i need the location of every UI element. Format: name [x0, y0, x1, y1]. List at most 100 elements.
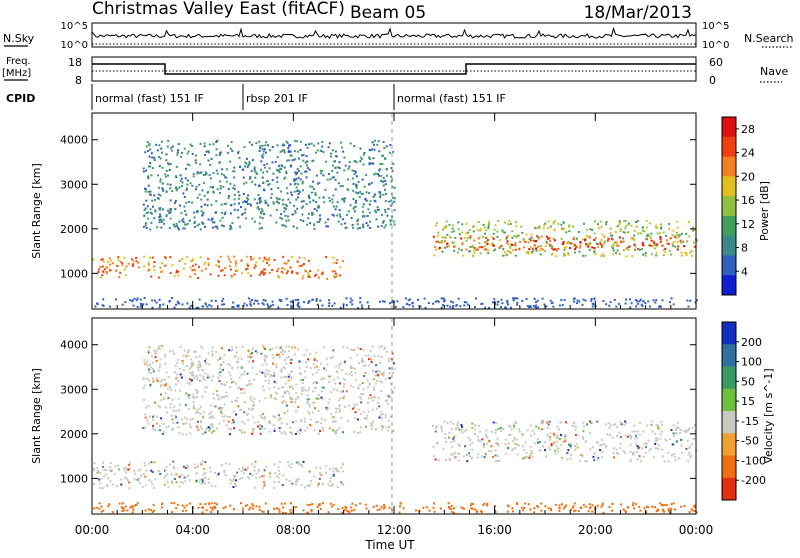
heatmap-cell: [181, 359, 184, 362]
heatmap-cell: [574, 445, 577, 447]
heatmap-cell: [615, 244, 618, 247]
heatmap-cell: [366, 224, 369, 227]
heatmap-cell: [494, 511, 497, 514]
nsky-label: N.Sky: [3, 32, 35, 45]
heatmap-cell: [662, 231, 665, 234]
heatmap-cell: [552, 222, 555, 225]
heatmap-cell: [267, 370, 270, 373]
heatmap-cell: [501, 427, 504, 430]
heatmap-cell: [552, 237, 555, 240]
heatmap-cell: [160, 226, 163, 229]
heatmap-cell: [262, 303, 265, 306]
heatmap-cell: [199, 345, 202, 348]
heatmap-cell: [388, 426, 391, 429]
heatmap-cell: [557, 223, 560, 225]
heatmap-cell: [229, 228, 231, 231]
heatmap-cell: [204, 431, 207, 434]
heatmap-cell: [246, 384, 249, 387]
heatmap-cell: [523, 449, 526, 452]
heatmap-cell: [385, 193, 387, 196]
heatmap-cell: [371, 345, 374, 348]
heatmap-cell: [210, 410, 213, 413]
heatmap-cell: [266, 373, 269, 376]
heatmap-cell: [610, 245, 613, 248]
heatmap-cell: [220, 173, 223, 176]
heatmap-cell: [174, 199, 177, 202]
heatmap-cell: [280, 432, 283, 435]
heatmap-cell: [569, 444, 572, 447]
heatmap-cell: [525, 251, 528, 254]
heatmap-cell: [262, 150, 265, 153]
heatmap-cell: [504, 443, 507, 446]
heatmap-cell: [565, 246, 568, 249]
heatmap-cell: [247, 476, 250, 479]
heatmap-cell: [147, 211, 149, 214]
heatmap-cell: [253, 378, 256, 381]
heatmap-cell: [164, 353, 167, 356]
heatmap-cell: [582, 298, 585, 301]
heatmap-cell: [294, 171, 297, 174]
heatmap-cell: [579, 241, 582, 244]
heatmap-cell: [467, 436, 470, 439]
heatmap-cell: [509, 250, 511, 253]
heatmap-cell: [478, 246, 481, 249]
heatmap-cell: [533, 298, 536, 300]
heatmap-cell: [349, 204, 352, 207]
heatmap-cell: [682, 240, 685, 243]
heatmap-cell: [177, 302, 180, 304]
heatmap-cell: [444, 437, 447, 440]
heatmap-cell: [453, 456, 456, 459]
heatmap-cell: [127, 468, 130, 471]
heatmap-cell: [285, 170, 288, 173]
heatmap-cell: [676, 226, 679, 229]
heatmap-cell: [263, 469, 266, 472]
heatmap-cell: [150, 152, 153, 155]
heatmap-cell: [345, 372, 348, 375]
heatmap-cell: [163, 384, 166, 387]
heatmap-cell: [255, 173, 258, 175]
heatmap-cell: [355, 161, 358, 164]
heatmap-cell: [178, 432, 181, 435]
velocity-cells: [93, 344, 698, 514]
heatmap-cell: [639, 509, 642, 512]
heatmap-cell: [171, 428, 174, 431]
heatmap-cell: [219, 356, 222, 359]
heatmap-cell: [169, 463, 171, 466]
heatmap-cell: [215, 200, 218, 203]
heatmap-cell: [233, 508, 235, 511]
heatmap-cell: [174, 364, 177, 367]
heatmap-cell: [291, 270, 294, 273]
heatmap-cell: [336, 389, 339, 392]
heatmap-cell: [581, 455, 584, 458]
heatmap-cell: [525, 297, 528, 300]
heatmap-cell: [297, 396, 299, 399]
heatmap-cell: [608, 506, 611, 508]
heatmap-cell: [172, 223, 175, 226]
heatmap-cell: [473, 306, 476, 308]
heatmap-cell: [544, 222, 547, 225]
heatmap-cell: [207, 481, 210, 484]
heatmap-cell: [233, 202, 236, 205]
heatmap-cell: [545, 455, 547, 458]
heatmap-cell: [581, 303, 584, 306]
heatmap-cell: [470, 457, 473, 460]
heatmap-cell: [191, 379, 193, 382]
heatmap-cell: [281, 353, 284, 356]
heatmap-cell: [204, 477, 206, 480]
heatmap-cell: [229, 478, 232, 481]
heatmap-cell: [242, 345, 244, 348]
heatmap-cell: [537, 245, 540, 248]
heatmap-cell: [238, 376, 241, 379]
heatmap-cell: [296, 190, 299, 193]
heatmap-cell: [655, 510, 658, 513]
heatmap-cell: [157, 276, 160, 279]
heatmap-cell: [443, 226, 446, 229]
heatmap-cell: [465, 239, 468, 242]
heatmap-cell: [548, 448, 551, 451]
heatmap-cell: [461, 425, 463, 428]
heatmap-cell: [115, 269, 117, 272]
heatmap-cell: [255, 505, 258, 508]
heatmap-cell: [350, 217, 353, 219]
heatmap-cell: [331, 304, 334, 307]
heatmap-cell: [255, 472, 258, 475]
